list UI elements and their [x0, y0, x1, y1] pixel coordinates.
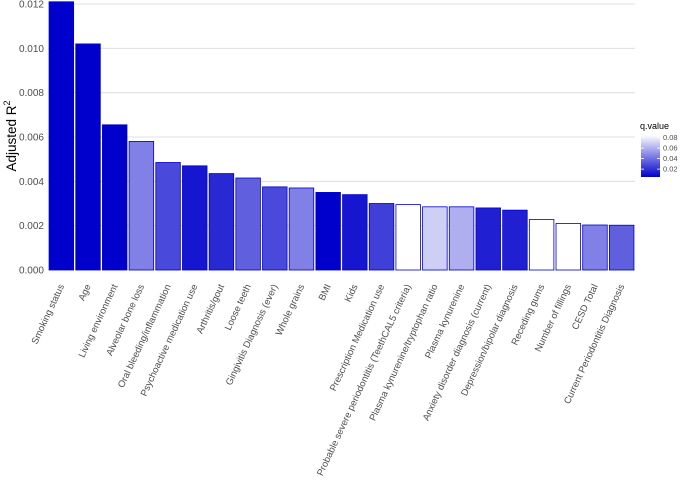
- bar: [75, 43, 101, 271]
- x-tick-label: Gingivitis Diagnosis (ever): [224, 283, 281, 388]
- bar: [315, 192, 341, 271]
- y-tick-label: 0.006: [19, 133, 44, 144]
- legend-colorbar: [641, 135, 660, 177]
- y-axis-title-text: Adjusted R: [4, 105, 19, 171]
- y-tick-label: 0.002: [19, 221, 44, 232]
- x-tick-label: Loose teeth: [223, 283, 254, 333]
- legend-ticks: 0.08 0.060.04 0.02: [641, 133, 678, 174]
- bar: [368, 203, 395, 271]
- bar: [235, 177, 261, 271]
- legend-tick-label: 0.04: [663, 154, 678, 163]
- legend-title: q.value: [640, 121, 669, 131]
- bar: [288, 187, 315, 271]
- y-tick-label: 0.008: [19, 88, 44, 99]
- bar: [395, 204, 421, 271]
- bar: [555, 223, 581, 271]
- bar: [155, 162, 181, 271]
- x-tick-label: CESD Total: [570, 283, 601, 332]
- bar: [342, 194, 368, 271]
- legend-tick-label: 0.08: [663, 133, 678, 142]
- bar: [422, 206, 448, 271]
- bar: [582, 224, 608, 271]
- y-axis-ticks: 0.000 0.002 0.004 0.006 0.008 0.010 0.012: [19, 0, 44, 277]
- legend-tick-label: 0.02: [663, 165, 678, 174]
- bar: [208, 173, 235, 271]
- bars: [48, 1, 635, 271]
- y-axis-title-superscript: 2: [2, 100, 12, 105]
- x-tick-label: BMI: [317, 283, 334, 303]
- y-tick-label: 0.004: [19, 177, 44, 188]
- y-tick-label: 0.010: [19, 44, 44, 55]
- bar: [475, 207, 501, 271]
- x-tick-label: Age: [77, 283, 94, 303]
- bar: [262, 186, 288, 271]
- bar: [128, 141, 155, 271]
- bar: [182, 165, 208, 271]
- legend: q.value 0.08 0.060.04 0.02: [640, 121, 678, 177]
- bar: [448, 206, 475, 271]
- y-axis-title: Adjusted R2: [2, 100, 19, 171]
- legend-tick-label: 0.06: [663, 144, 678, 153]
- x-tick-label: Current Periodontitis Diagnosis: [562, 282, 627, 406]
- bar: [48, 1, 75, 271]
- bar: [102, 124, 128, 271]
- bar: [608, 224, 635, 271]
- y-tick-label: 0.000: [19, 266, 44, 277]
- bar: [502, 209, 528, 271]
- bar: [528, 219, 555, 271]
- x-tick-label: Kids: [343, 282, 361, 304]
- y-tick-label: 0.012: [19, 0, 44, 11]
- x-tick-label: Smoking status: [30, 282, 68, 346]
